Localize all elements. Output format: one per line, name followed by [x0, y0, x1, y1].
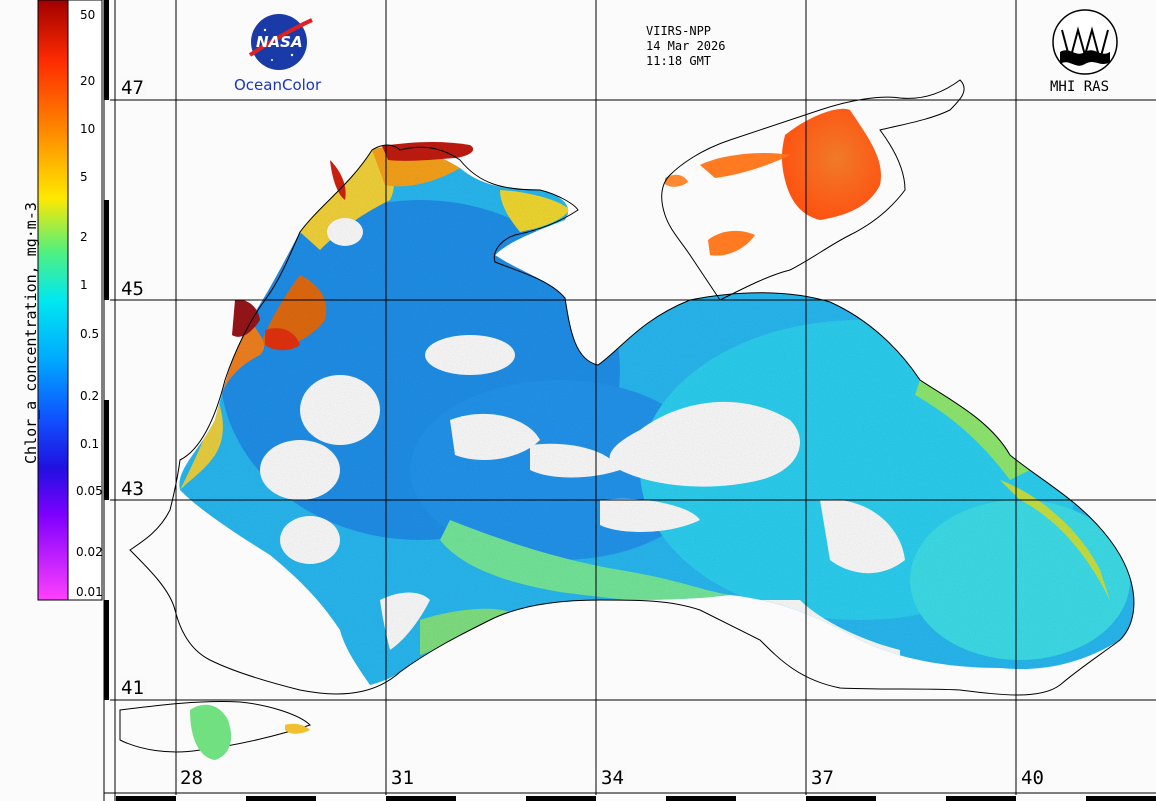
colorbar-tick: 1	[80, 278, 88, 292]
colorbar-tick: 0.1	[80, 437, 100, 451]
colorbar-tick: 10	[80, 122, 96, 136]
longitude-label: 28	[178, 767, 205, 789]
graticule	[110, 0, 1156, 795]
colorbar-title: Chlor_a concentration, mg·m-3	[22, 202, 40, 464]
colorbar-tick: 5	[80, 170, 88, 184]
longitude-label: 37	[809, 767, 836, 789]
longitude-label: 31	[389, 767, 416, 789]
azov-sea	[665, 108, 881, 256]
bottom-ruler	[104, 792, 1156, 801]
colorbar-tick: 20	[80, 74, 96, 88]
latitude-label: 45	[119, 278, 146, 300]
colorbar	[37, 0, 103, 601]
acquisition-time: 11:18 GMT	[646, 54, 712, 68]
mhi-ras-caption: MHI RAS	[1050, 79, 1110, 95]
nasa-logo	[248, 14, 313, 70]
acquisition-date: 14 Mar 2026	[646, 39, 726, 53]
colorbar-tick: 0.5	[80, 327, 100, 341]
colorbar-tick: 0.2	[80, 389, 100, 403]
colorbar-tick: 0.05	[76, 484, 103, 498]
oceancolor-caption: OceanColor	[234, 76, 322, 94]
colorbar-tick: 50	[80, 8, 96, 22]
mhi-ras-logo	[1052, 9, 1118, 75]
latitude-label: 47	[119, 77, 146, 99]
colorbar-tick: 2	[80, 230, 88, 244]
longitude-label: 34	[599, 767, 626, 789]
latitude-label: 43	[119, 478, 146, 500]
nasa-logo-text: NASA	[256, 33, 303, 51]
sensor-name: VIIRS-NPP	[646, 24, 712, 38]
river-plumes	[232, 142, 474, 351]
latitude-label: 41	[119, 677, 146, 699]
colorbar-tick: 0.02	[76, 545, 103, 559]
marmara-sea	[190, 704, 310, 760]
acquisition-info: VIIRS-NPP 14 Mar 2026 11:18 GMT	[646, 24, 725, 69]
longitude-label: 40	[1019, 767, 1046, 789]
left-ruler	[103, 0, 116, 801]
colorbar-tick: 0.01	[76, 585, 103, 599]
